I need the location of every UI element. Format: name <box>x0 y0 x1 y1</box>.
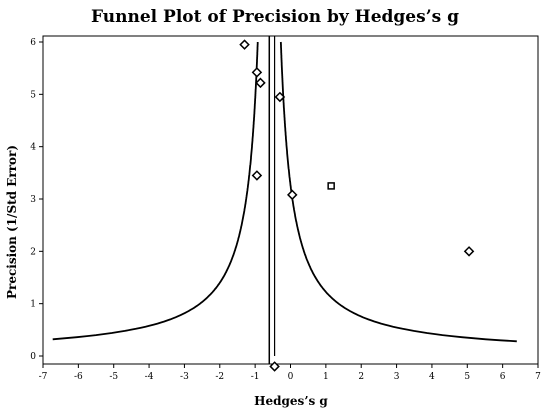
x-tick-label: -1 <box>251 372 260 382</box>
y-tick-label: 6 <box>30 38 36 48</box>
x-tick-label: -6 <box>74 372 83 382</box>
x-tick-label: -3 <box>180 372 189 382</box>
x-tick-label: 2 <box>358 372 364 382</box>
axis-ticks: -7 -6 -5 -4 -3 -2 -1 0 1 2 3 4 5 6 7 0 1 2 3 4 5 6 <box>30 38 541 382</box>
study-point <box>239 39 250 50</box>
x-tick-label: -4 <box>145 372 154 382</box>
y-tick-label: 3 <box>30 195 36 205</box>
x-axis-label: Hedges’s g <box>254 394 328 408</box>
x-tick-label: 6 <box>500 372 506 382</box>
funnel-right-boundary <box>279 41 517 343</box>
y-tick-label: 2 <box>30 247 36 257</box>
study-point <box>287 189 298 201</box>
x-tick-label: 4 <box>429 372 435 382</box>
study-point <box>463 246 475 257</box>
x-tick-label: 3 <box>394 372 400 382</box>
y-tick-label: 4 <box>30 143 36 153</box>
y-tick-label: 5 <box>30 90 36 100</box>
study-point <box>269 361 280 372</box>
x-tick-label: 5 <box>464 372 470 382</box>
study-point <box>251 170 263 181</box>
x-tick-label: 1 <box>323 372 329 382</box>
study-point <box>255 77 266 89</box>
funnel-region <box>52 36 517 364</box>
study-points <box>239 39 475 372</box>
chart-title: Funnel Plot of Precision by Hedges’s g <box>91 7 459 27</box>
funnel-left-boundary <box>52 42 259 341</box>
y-tick-label: 1 <box>30 300 36 310</box>
study-point <box>274 91 286 103</box>
x-tick-label: -2 <box>215 372 224 382</box>
y-tick-label: 0 <box>30 352 36 362</box>
study-point <box>327 182 335 190</box>
x-tick-label: -7 <box>39 372 48 382</box>
x-tick-label: 0 <box>288 372 294 382</box>
y-axis-label: Precision (1/Std Error) <box>5 145 19 299</box>
x-tick-label: -5 <box>109 372 118 382</box>
study-point <box>251 67 263 78</box>
plot-frame <box>42 35 539 365</box>
x-tick-label: 7 <box>535 372 541 382</box>
